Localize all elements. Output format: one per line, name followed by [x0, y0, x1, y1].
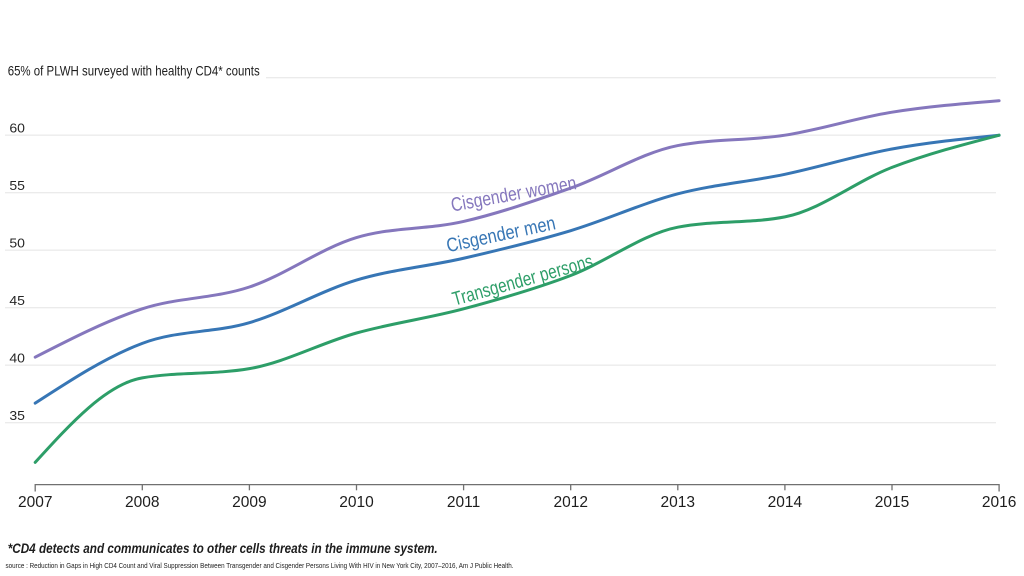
svg-text:35: 35: [9, 408, 25, 423]
svg-text:2007: 2007: [18, 494, 52, 511]
svg-text:Cisgender women: Cisgender women: [449, 172, 578, 216]
svg-text:source : Reduction in Gaps in: source : Reduction in Gaps in High CD4 C…: [6, 561, 514, 570]
svg-text:2012: 2012: [553, 494, 587, 511]
svg-text:2008: 2008: [125, 494, 159, 511]
svg-text:2016: 2016: [982, 494, 1016, 511]
svg-text:2011: 2011: [447, 494, 480, 511]
svg-text:2015: 2015: [875, 494, 909, 511]
svg-text:60: 60: [9, 121, 25, 136]
svg-text:*CD4 detects and communicates: *CD4 detects and communicates to other c…: [8, 541, 438, 556]
svg-text:50: 50: [9, 236, 25, 251]
svg-text:40: 40: [9, 351, 25, 366]
svg-text:65% of PLWH surveyed with heal: 65% of PLWH surveyed with healthy CD4* c…: [8, 63, 260, 79]
svg-text:Transgender persons: Transgender persons: [450, 250, 596, 310]
svg-text:2010: 2010: [339, 494, 374, 511]
svg-text:2009: 2009: [232, 494, 266, 511]
svg-text:2013: 2013: [661, 494, 695, 511]
svg-text:2014: 2014: [768, 494, 803, 511]
svg-text:45: 45: [9, 293, 25, 308]
svg-text:55: 55: [9, 178, 25, 193]
